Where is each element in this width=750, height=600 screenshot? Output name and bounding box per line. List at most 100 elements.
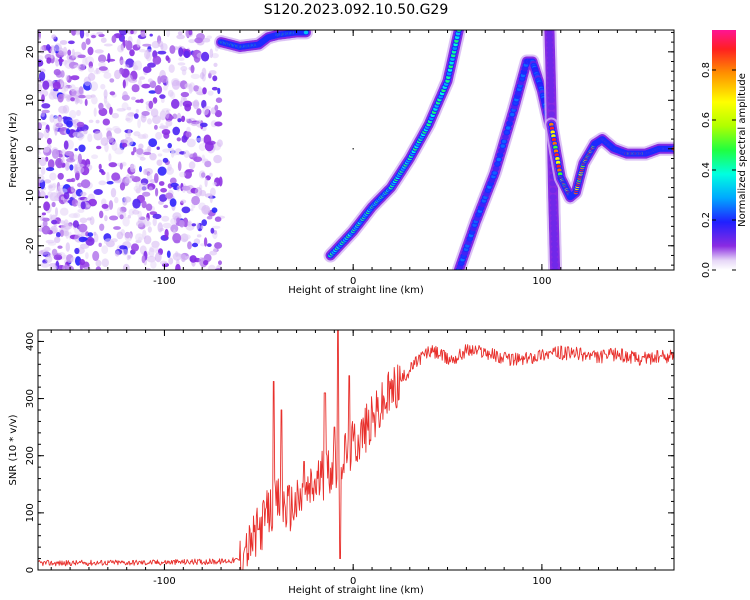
- top-y-tick-label: -10: [25, 189, 36, 205]
- noise-blob: [79, 217, 88, 224]
- colorbar-tick-label: 0.0: [701, 262, 712, 278]
- noise-blob: [85, 31, 90, 37]
- noise-blob: [209, 172, 213, 177]
- trace-mid: [550, 209, 557, 216]
- colorbar-tick-label: 0.6: [701, 112, 712, 128]
- noise-blob: [160, 123, 164, 127]
- noise-blob: [167, 142, 172, 149]
- noise-blob: [136, 38, 141, 48]
- noise-blob: [131, 243, 139, 252]
- noise-blob: [74, 247, 80, 255]
- noise-blob: [59, 229, 65, 237]
- noise-blob: [130, 96, 136, 101]
- noise-blob: [53, 254, 63, 261]
- noise-blob: [119, 182, 126, 191]
- noise-blob: [77, 54, 86, 59]
- signal-traces: [214, 30, 674, 270]
- noise-blob: [165, 109, 170, 119]
- noise-blob: [191, 223, 196, 227]
- noise-blob: [57, 93, 64, 103]
- noise-blob: [95, 119, 100, 124]
- noise-blob: [197, 88, 203, 92]
- noise-blob: [42, 80, 50, 90]
- top-x-axis-label: Height of straight line (km): [288, 285, 424, 296]
- noise-blob: [58, 51, 67, 56]
- noise-blob: [183, 96, 187, 102]
- noise-blob: [124, 177, 132, 184]
- noise-blob: [70, 30, 77, 36]
- noise-blob: [111, 172, 121, 182]
- noise-blob: [172, 233, 182, 243]
- noise-blob: [38, 214, 45, 219]
- noise-blob: [113, 226, 121, 230]
- noise-blob: [152, 115, 161, 125]
- trace-mid: [551, 246, 558, 253]
- noise-blob: [40, 112, 46, 117]
- noise-blob: [102, 118, 111, 126]
- noise-blob: [93, 107, 97, 117]
- snr-frame: [37, 329, 675, 571]
- noise-blob: [98, 180, 107, 186]
- noise-blob: [106, 127, 113, 132]
- noise-blob: [198, 257, 205, 266]
- trace-mid: [550, 215, 558, 222]
- noise-blob: [176, 185, 180, 192]
- noise-blob: [136, 148, 144, 155]
- noise-blob: [214, 104, 219, 111]
- noise-blob: [74, 148, 78, 152]
- noise-blob: [46, 167, 55, 172]
- noise-blob: [150, 260, 157, 269]
- noise-blob: [57, 58, 64, 63]
- noise-blob: [75, 166, 85, 174]
- noise-blob: [154, 252, 162, 263]
- noise-blob: [103, 72, 112, 79]
- noise-blob: [148, 138, 158, 148]
- trace-mid: [502, 134, 509, 140]
- noise-blob: [147, 78, 153, 83]
- noise-blob: [39, 71, 46, 81]
- noise-blob: [74, 87, 80, 92]
- noise-blob: [76, 202, 82, 207]
- noise-blob: [93, 69, 101, 75]
- noise-blob: [169, 198, 177, 207]
- noise-blob: [178, 47, 184, 57]
- trace-mid: [546, 57, 554, 64]
- noise-blob: [56, 232, 61, 238]
- noise-blob: [182, 100, 193, 108]
- noise-blob: [87, 46, 94, 56]
- bottom-y-tick-label: 400: [25, 332, 36, 351]
- noise-blob: [138, 78, 142, 87]
- noise-blob: [204, 193, 213, 198]
- noise-blob: [130, 163, 136, 173]
- noise-blob: [181, 135, 188, 143]
- noise-blob: [193, 85, 200, 92]
- trace-core: [549, 122, 554, 127]
- noise-blob: [81, 41, 87, 51]
- noise-blob: [68, 213, 79, 219]
- noise-blob: [63, 230, 70, 237]
- noise-blob: [159, 110, 167, 121]
- noise-blob: [218, 176, 223, 187]
- noise-blob: [181, 115, 186, 123]
- noise-blob: [156, 146, 160, 150]
- noise-blob: [214, 110, 222, 118]
- noise-blob: [156, 159, 163, 166]
- noise-blob: [114, 147, 124, 155]
- colorbar: 0.0 0.2 0.4 0.6 0.8 Normalized spectral ampl…: [701, 30, 748, 278]
- noise-blob: [98, 102, 104, 110]
- noise-blob: [190, 64, 195, 74]
- noise-blob: [114, 69, 121, 80]
- noise-blob: [116, 108, 126, 112]
- noise-blob: [204, 141, 214, 152]
- snr-background: [38, 330, 674, 570]
- noise-blob: [39, 224, 43, 228]
- trace-mid: [551, 241, 558, 247]
- noise-blob: [212, 75, 218, 82]
- noise-blob: [54, 236, 61, 244]
- noise-blob: [111, 112, 119, 119]
- top-y-ticks: -20 -10 0 10 20: [25, 31, 674, 266]
- noise-blob: [172, 126, 180, 136]
- noise-blob: [101, 245, 109, 255]
- noise-blob: [200, 122, 208, 128]
- noise-blob: [98, 61, 106, 68]
